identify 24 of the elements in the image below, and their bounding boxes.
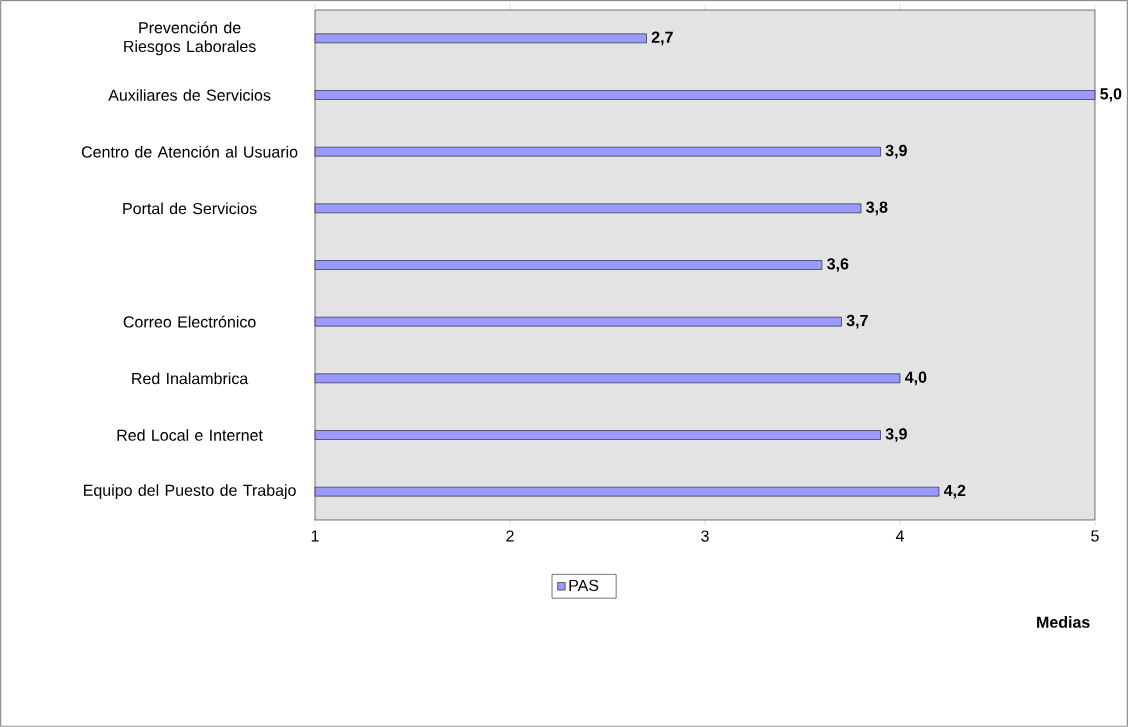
- legend-label: PAS: [569, 579, 599, 592]
- y-tick-label: Red Local e Internet: [117, 429, 263, 441]
- data-label: 3,9: [885, 428, 907, 442]
- data-label: 3,6: [827, 258, 849, 272]
- x-tick-label: 3: [701, 530, 709, 542]
- x-tick-label: 1: [311, 530, 319, 542]
- x-tick-label: 2: [506, 530, 514, 542]
- data-label: 4,0: [904, 371, 927, 386]
- x-tick-label: 4: [895, 530, 904, 542]
- y-tick-label: Auxiliares de Servicios: [108, 89, 271, 101]
- data-label: 2,7: [651, 31, 673, 46]
- x-axis-title: Medias: [1037, 616, 1090, 628]
- y-tick-label: Equipo del Puesto de Trabajo: [84, 484, 296, 500]
- x-tick-label: 5: [1091, 530, 1099, 542]
- y-tick-label: Correo Electrónico: [123, 315, 256, 328]
- y-tick-label: Portal de Servicios: [123, 202, 257, 215]
- y-tick-label: Centro de Atención al Usuario: [81, 145, 298, 158]
- data-label: 4,2: [943, 484, 966, 499]
- y-tick-label: Prevención de Riesgos Laborales: [124, 21, 256, 56]
- data-label: 5,0: [1100, 88, 1122, 102]
- data-label: 3,9: [885, 144, 907, 159]
- data-label: 3,7: [846, 314, 868, 329]
- y-tick-label: Red Inalambrica: [132, 372, 249, 385]
- data-label: 3,8: [866, 201, 888, 216]
